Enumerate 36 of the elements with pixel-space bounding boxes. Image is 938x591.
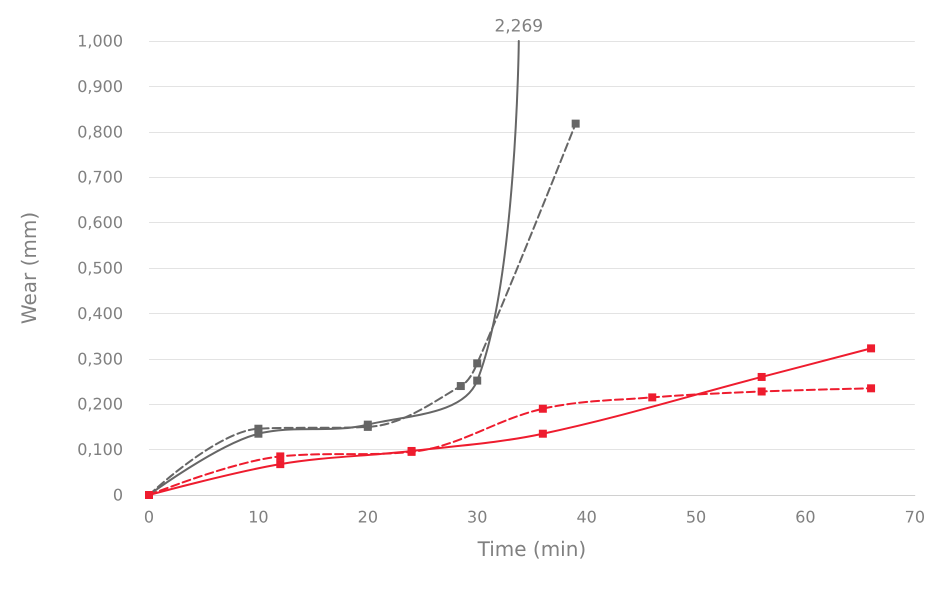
point xyxy=(276,460,284,468)
x-tick-label: 20 xyxy=(358,508,378,526)
y-tick-label: 0 xyxy=(112,486,123,504)
y-tick-label: 0,800 xyxy=(77,122,123,142)
point xyxy=(758,387,766,396)
point xyxy=(867,384,876,392)
point xyxy=(456,382,465,390)
y-tick-label: 0,300 xyxy=(77,349,123,368)
point xyxy=(648,393,656,402)
point xyxy=(473,359,482,368)
y-tick-label: 1,000 xyxy=(77,32,123,50)
y-axis-title: Wear (mm) xyxy=(17,212,41,324)
point xyxy=(538,404,547,413)
x-axis-title: Time (min) xyxy=(476,537,586,561)
annotation: 2,269 xyxy=(494,16,544,36)
y-tick-label: 0,600 xyxy=(77,213,123,232)
y-tick-label: 0,100 xyxy=(77,440,123,460)
x-tick-label: 10 xyxy=(248,508,269,526)
point xyxy=(867,344,876,352)
point xyxy=(758,372,766,381)
point xyxy=(538,430,547,438)
point xyxy=(473,376,482,385)
y-tick-label: 0,900 xyxy=(77,76,123,96)
x-tick-label: 70 xyxy=(904,508,925,526)
y-tick-label: 0,700 xyxy=(77,168,123,187)
y-tick-label: 0,200 xyxy=(77,394,123,414)
x-tick-label: 50 xyxy=(686,508,706,526)
point xyxy=(254,424,262,433)
x-tick-label: 60 xyxy=(795,508,816,526)
y-tick-label: 0,400 xyxy=(77,304,123,323)
point xyxy=(572,120,580,128)
x-tick-label: 30 xyxy=(467,508,488,526)
point xyxy=(276,452,284,460)
x-tick-label: 40 xyxy=(576,508,597,526)
x-tick-label: 0 xyxy=(144,508,154,526)
y-tick-label: 0,500 xyxy=(77,258,123,278)
